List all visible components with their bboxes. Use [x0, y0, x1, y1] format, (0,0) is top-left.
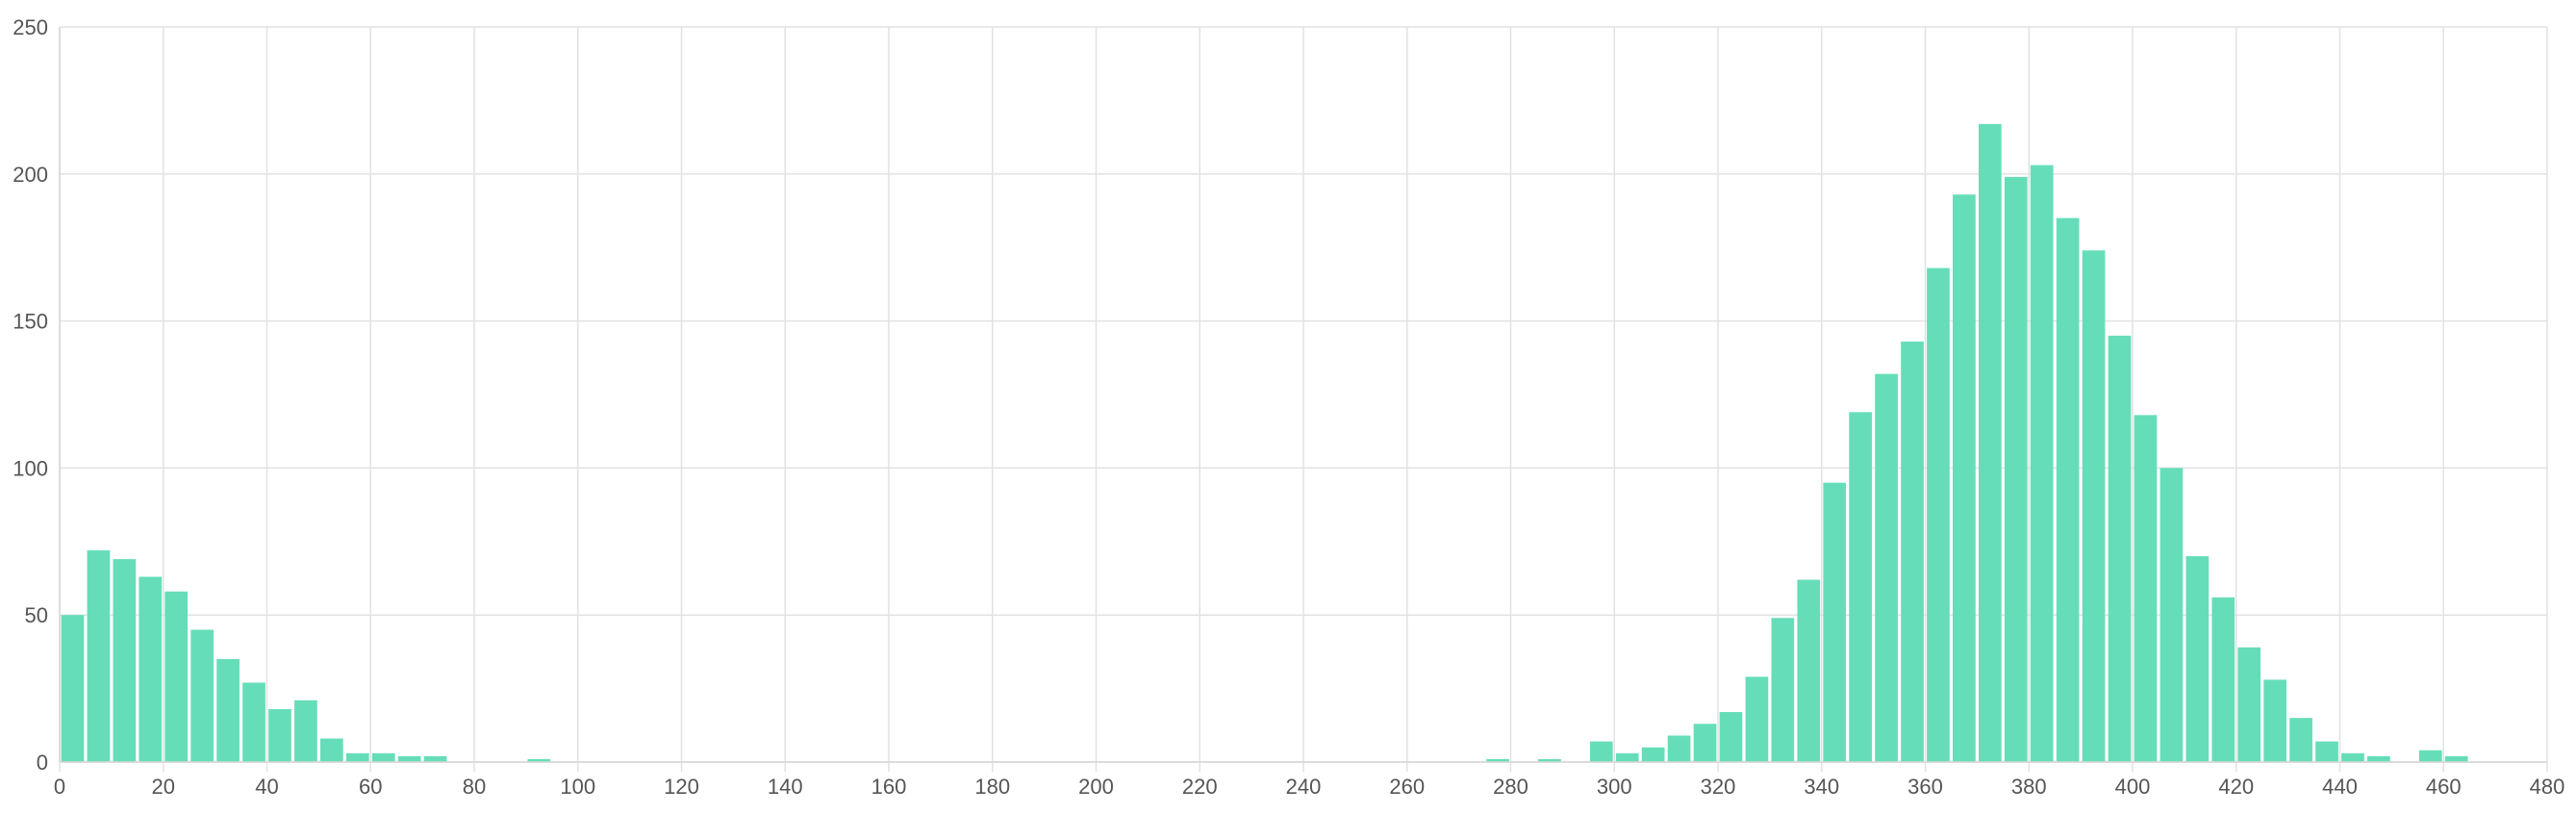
x-tick-labels: 0 20 40 60 80 100 120 140 160 180 200 220 240 260 280 3… — [54, 775, 2564, 799]
histogram-bar — [2263, 679, 2287, 762]
histogram-bar — [1823, 482, 1847, 762]
y-tick-label: 50 — [25, 603, 48, 627]
histogram-bar — [2444, 755, 2468, 762]
x-tick-label: 180 — [974, 775, 1010, 799]
histogram-bar — [2185, 556, 2210, 762]
histogram-bar — [1771, 618, 1795, 762]
histogram-bar — [1927, 267, 1950, 762]
x-tick-label: 100 — [560, 775, 595, 799]
histogram-bar — [268, 708, 291, 762]
histogram-bar — [371, 752, 395, 762]
histogram-bar — [1615, 752, 1639, 762]
histogram-bars — [61, 123, 2468, 763]
histogram-bar — [1901, 341, 1924, 762]
x-tick-label: 40 — [255, 775, 278, 799]
x-tick-label: 240 — [1286, 775, 1322, 799]
histogram-bar — [2056, 217, 2080, 762]
x-tick-label: 460 — [2426, 775, 2462, 799]
histogram-bar — [2237, 647, 2261, 762]
x-tick-label: 20 — [152, 775, 175, 799]
histogram-bar — [1875, 373, 1898, 762]
histogram-bar — [1486, 758, 1509, 762]
histogram-bar — [1797, 579, 1821, 762]
x-tick-label: 400 — [2115, 775, 2151, 799]
histogram-bar — [1849, 412, 1873, 762]
x-tick-label: 420 — [2218, 775, 2254, 799]
y-tick-label: 100 — [13, 456, 48, 480]
histogram-bar — [61, 615, 85, 762]
x-tick-label: 440 — [2322, 775, 2358, 799]
x-tick-label: 280 — [1493, 775, 1528, 799]
histogram-bar — [345, 752, 369, 762]
histogram-bar — [2030, 165, 2054, 762]
x-tick-label: 200 — [1078, 775, 1114, 799]
x-tick-label: 60 — [359, 775, 382, 799]
x-tick-label: 480 — [2530, 775, 2565, 799]
histogram-bar — [190, 629, 215, 762]
histogram-bar — [139, 576, 163, 762]
x-tick-label: 260 — [1389, 775, 1425, 799]
histogram-bar — [2289, 718, 2312, 762]
histogram-bar — [1589, 741, 1613, 762]
histogram-bar — [1641, 747, 1665, 762]
histogram-bar — [216, 659, 240, 762]
x-tick-label: 140 — [768, 775, 803, 799]
histogram-bar — [1693, 724, 1717, 762]
y-tick-label: 150 — [13, 310, 48, 334]
y-tick-label: 200 — [13, 163, 48, 187]
axes — [59, 27, 2547, 763]
histogram-bar — [87, 549, 111, 762]
histogram-bar — [1745, 676, 1769, 762]
histogram-bar — [164, 591, 189, 762]
histogram-bar — [294, 700, 317, 762]
histogram-bar — [2004, 176, 2028, 762]
histogram-bar — [2418, 750, 2442, 762]
histogram-bar — [1978, 123, 2002, 762]
histogram-bar — [1538, 758, 1561, 762]
histogram-bar — [2341, 752, 2364, 762]
x-tick-label: 340 — [1804, 775, 1839, 799]
y-tick-label: 250 — [13, 15, 48, 39]
x-tick-label: 300 — [1597, 775, 1632, 799]
histogram-bar — [1719, 712, 1743, 762]
y-tick-label: 0 — [37, 750, 48, 775]
x-tick-label: 80 — [463, 775, 486, 799]
histogram-bar — [1667, 735, 1691, 762]
histogram-bar — [113, 559, 137, 762]
histogram-bar — [423, 755, 447, 762]
histogram-bar — [2134, 415, 2158, 762]
histogram-bar — [2211, 597, 2235, 762]
y-tick-labels: 0 50 100 150 200 250 — [13, 15, 48, 775]
x-tick-label: 160 — [871, 775, 907, 799]
histogram-bar — [1953, 194, 1976, 762]
grid-lines — [59, 26, 2548, 772]
histogram-bar — [527, 758, 551, 762]
histogram-bar — [2367, 755, 2390, 762]
x-tick-label: 0 — [54, 775, 65, 799]
histogram-bar — [2315, 741, 2338, 762]
histogram-bar — [319, 738, 343, 762]
x-tick-label: 380 — [2011, 775, 2047, 799]
x-tick-label: 320 — [1701, 775, 1736, 799]
histogram-bar — [397, 755, 421, 762]
histogram-bar — [242, 682, 265, 762]
histogram-bar — [2159, 468, 2184, 762]
x-tick-label: 360 — [1907, 775, 1943, 799]
x-tick-label: 120 — [664, 775, 699, 799]
x-tick-label: 220 — [1182, 775, 1218, 799]
histogram-bar — [2082, 250, 2106, 763]
histogram-bar — [2108, 335, 2132, 762]
